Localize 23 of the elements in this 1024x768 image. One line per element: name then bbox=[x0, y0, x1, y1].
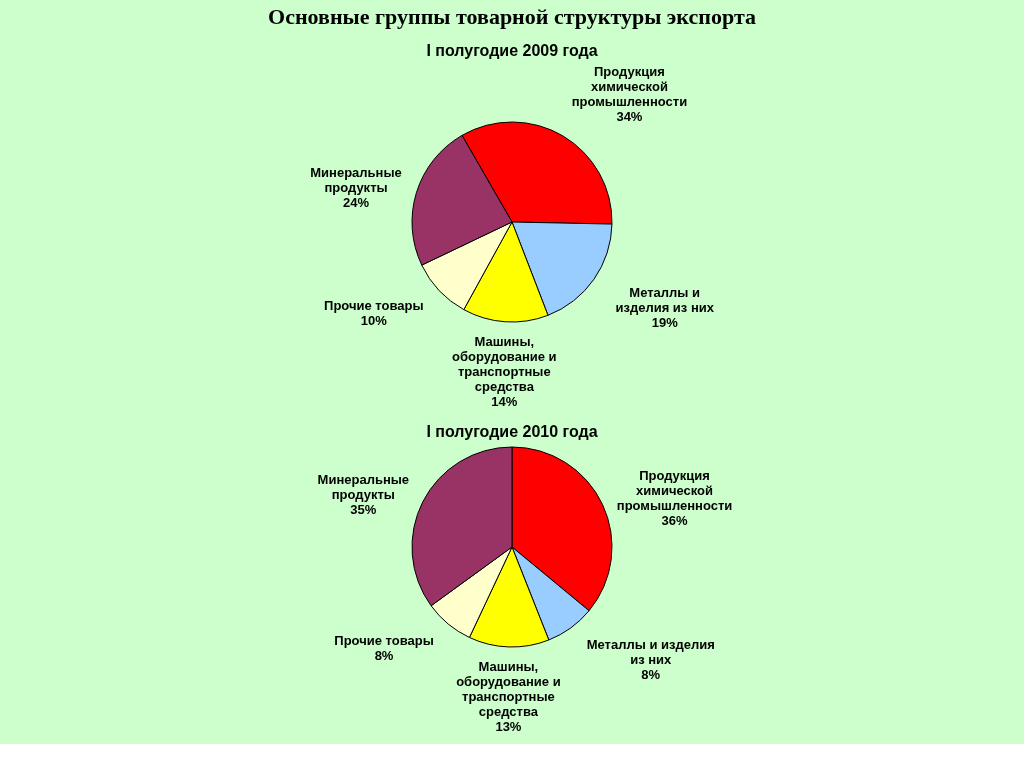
slice-label: Машины, оборудование и транспортные средства bbox=[452, 333, 557, 394]
slice-label: Металлы и изделия из них bbox=[586, 637, 715, 668]
chart-subtitle: I полугодие 2010 года bbox=[426, 423, 598, 440]
slice-label: Продукция химической промышленности bbox=[571, 63, 688, 109]
slice-label: Прочие товары bbox=[324, 298, 424, 314]
slice-label: Минеральные продукты bbox=[317, 472, 410, 503]
data-label: 34% bbox=[616, 108, 643, 124]
slice-label: Машины, оборудование и транспортные средства bbox=[456, 658, 561, 719]
chart-title: Основные группы товарной структуры экспорта bbox=[268, 4, 756, 29]
data-label: 10% bbox=[360, 313, 388, 329]
data-label: 35% bbox=[350, 502, 377, 518]
chart-subtitle: I полугодие 2009 года bbox=[426, 42, 598, 59]
slice-label: Продукция химической промышленности bbox=[616, 467, 733, 513]
data-label: 8% bbox=[641, 667, 661, 683]
data-label: 19% bbox=[651, 315, 679, 331]
slice-label: Металлы и изделия из них bbox=[615, 285, 715, 316]
data-label: 24% bbox=[343, 195, 370, 211]
data-label: 14% bbox=[491, 393, 518, 409]
slice-label: Прочие товары bbox=[334, 632, 434, 648]
data-label: 13% bbox=[495, 718, 522, 734]
data-label: 8% bbox=[374, 647, 394, 663]
data-label: 36% bbox=[661, 512, 688, 528]
slice-label: Минеральные продукты bbox=[310, 165, 402, 196]
